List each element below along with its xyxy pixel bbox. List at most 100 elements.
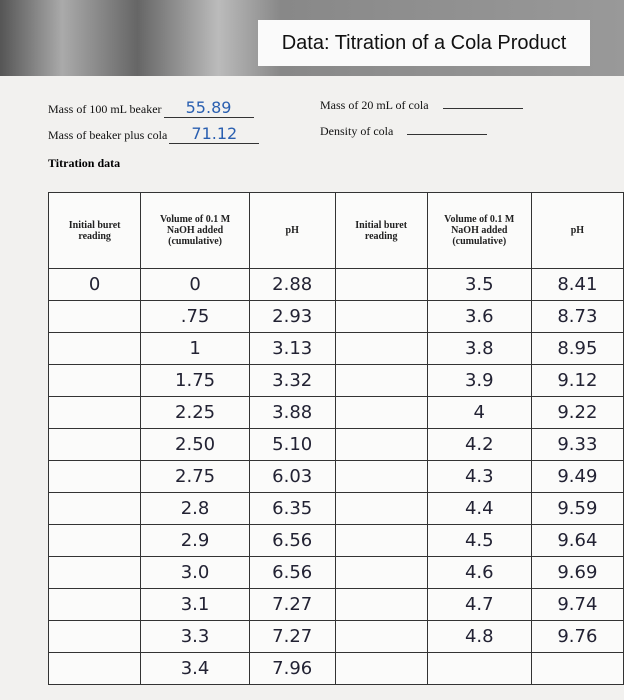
cell: 3.6	[426, 300, 532, 333]
title: Data: Titration of a Cola Product	[258, 20, 590, 66]
table-row: 3.1 7.27 4.7 9.74	[47, 588, 624, 621]
cell: 9.33	[530, 428, 624, 461]
cell: 6.35	[248, 492, 336, 525]
column-header: Initial buret reading	[334, 192, 428, 269]
empty-cell	[47, 364, 142, 397]
empty-cell	[334, 492, 428, 525]
field-value: 55.89	[163, 98, 254, 118]
cell: 3.88	[248, 396, 336, 429]
table-row: 1 3.13 3.8 8.95	[47, 332, 624, 365]
empty-cell	[334, 300, 428, 333]
empty-cell	[334, 460, 428, 493]
empty-cell	[334, 364, 428, 397]
table-row: 3.3 7.27 4.8 9.76	[47, 620, 624, 653]
field-label: Density of cola	[320, 124, 394, 138]
field-label: Mass of 20 mL of cola	[320, 98, 429, 112]
cell: 6.56	[248, 556, 336, 589]
empty-cell	[334, 556, 428, 589]
header-row: Initial buret reading Volume of 0.1 M NaO…	[47, 192, 624, 269]
column-header: pH	[248, 192, 336, 269]
empty-cell	[47, 556, 142, 589]
blank-line	[442, 108, 523, 109]
field: Mass of 100 mL beaker 55.89	[48, 98, 254, 118]
cell: 2.50	[140, 428, 250, 461]
column-header: pH	[530, 192, 624, 269]
cell: 2.25	[140, 396, 250, 429]
table-row: 1.75 3.32 3.9 9.12	[47, 364, 624, 397]
cell: 4.8	[426, 620, 532, 653]
empty-cell	[334, 652, 428, 685]
empty-cell	[334, 588, 428, 621]
cell: 4.6	[426, 556, 532, 589]
cell: 1	[140, 332, 250, 365]
cell: 9.64	[530, 524, 624, 557]
cell: 9.49	[530, 460, 624, 493]
blank-line	[407, 134, 488, 135]
cell: 4.7	[426, 588, 532, 621]
table-row: 2.75 6.03 4.3 9.49	[47, 460, 624, 493]
cell: 2.9	[140, 524, 250, 557]
empty-cell	[47, 428, 142, 461]
cell: 9.12	[530, 364, 624, 397]
cell: 4.3	[426, 460, 532, 493]
empty-cell	[47, 332, 142, 365]
cell: 3.32	[248, 364, 336, 397]
cell: 3.4	[140, 652, 250, 685]
empty-cell	[47, 620, 142, 653]
cell: 9.22	[530, 396, 624, 429]
field: Density of cola	[320, 124, 488, 139]
empty-cell	[334, 428, 428, 461]
column-header: Volume of 0.1 M NaOH added (cumulative)	[426, 192, 532, 269]
table-row: 3.0 6.56 4.6 9.69	[47, 556, 624, 589]
titration-table: Initial buret reading Volume of 0.1 M NaO…	[47, 192, 624, 685]
cell: 4.5	[426, 524, 532, 557]
table-row: 2.8 6.35 4.4 9.59	[47, 492, 624, 525]
cell: 8.73	[530, 300, 624, 333]
cell: 9.59	[530, 492, 624, 525]
empty-cell	[47, 492, 142, 525]
empty-cell	[530, 652, 624, 685]
cell: 7.27	[248, 588, 336, 621]
empty-cell	[334, 332, 428, 365]
cell: 3.9	[426, 364, 532, 397]
cell: 6.56	[248, 524, 336, 557]
cell: 4	[426, 396, 532, 429]
empty-cell	[47, 460, 142, 493]
cell: 3.5	[426, 268, 532, 301]
empty-cell	[426, 652, 532, 685]
empty-cell	[334, 524, 428, 557]
cell: 2.88	[248, 268, 336, 301]
empty-cell	[47, 652, 142, 685]
field-value: 71.12	[169, 124, 260, 144]
cell: 4.2	[426, 428, 532, 461]
cell: 2.8	[140, 492, 250, 525]
field-label: Mass of 100 mL beaker	[48, 102, 162, 116]
column-header: Initial buret reading	[47, 192, 142, 269]
cell: 9.74	[530, 588, 624, 621]
empty-cell	[334, 268, 428, 301]
cell: 9.69	[530, 556, 624, 589]
cell: 8.95	[530, 332, 624, 365]
empty-cell	[334, 620, 428, 653]
table-row: 3.4 7.96	[47, 652, 624, 685]
field-label: Mass of beaker plus cola	[48, 128, 168, 142]
cell: 7.27	[248, 620, 336, 653]
table-row: 0 0 2.88 3.5 8.41	[47, 268, 624, 301]
field: Mass of 20 mL of cola	[320, 98, 523, 113]
empty-cell	[47, 300, 142, 333]
cell: 0	[140, 268, 250, 301]
cell: 3.8	[426, 332, 532, 365]
table-row: 2.50 5.10 4.2 9.33	[47, 428, 624, 461]
cell: 3.13	[248, 332, 336, 365]
column-header: Volume of 0.1 M NaOH added (cumulative)	[140, 192, 250, 269]
empty-cell	[47, 396, 142, 429]
cell: 3.0	[140, 556, 250, 589]
empty-cell	[334, 396, 428, 429]
table-row: 2.25 3.88 4 9.22	[47, 396, 624, 429]
cell: 5.10	[248, 428, 336, 461]
cell: 2.75	[140, 460, 250, 493]
cell: 8.41	[530, 268, 624, 301]
table-row: 2.9 6.56 4.5 9.64	[47, 524, 624, 557]
cell: 6.03	[248, 460, 336, 493]
